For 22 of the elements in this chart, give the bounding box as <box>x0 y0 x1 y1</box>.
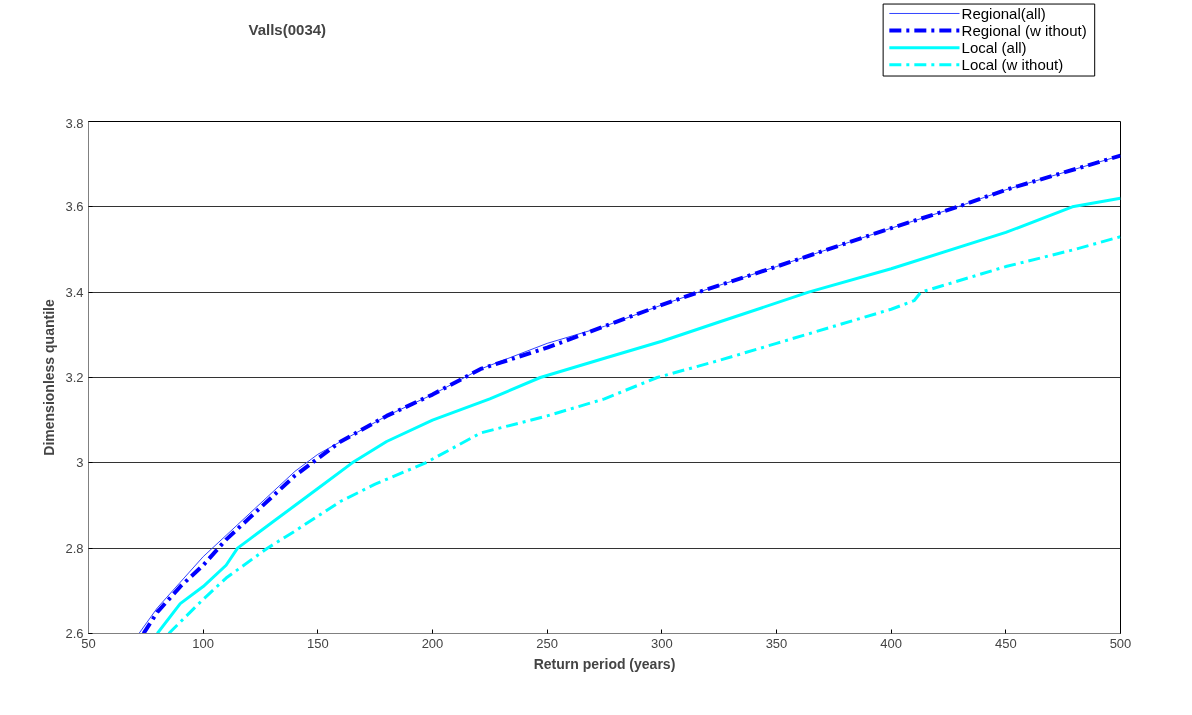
x-tick-label: 450 <box>994 635 1017 651</box>
legend-label: Regional (w ithout) <box>961 22 1087 40</box>
x-tick-label: 400 <box>880 635 903 651</box>
x-tick-label: 500 <box>1109 635 1132 651</box>
y-tick-label: 2.8 <box>65 540 84 556</box>
legend-label: Regional(all) <box>961 4 1046 22</box>
y-tick-label: 3.4 <box>65 284 84 300</box>
chart-title: Valls(0034) <box>248 21 327 38</box>
legend-label: Local (w ithout) <box>961 56 1064 74</box>
x-tick-label: 200 <box>421 635 444 651</box>
y-tick-label: 3.6 <box>65 199 84 215</box>
legend-label: Local (all) <box>961 39 1027 57</box>
x-tick-label: 250 <box>536 635 559 651</box>
x-tick-label: 150 <box>306 635 329 651</box>
x-axis-title: Return period (years) <box>533 655 676 672</box>
y-tick-label: 3 <box>76 455 84 471</box>
x-tick-label: 100 <box>192 635 215 651</box>
y-axis-title: Dimensionless quantile <box>41 299 58 456</box>
x-tick-label: 350 <box>765 635 788 651</box>
y-tick-label: 3.2 <box>65 370 84 385</box>
y-tick-label: 3.8 <box>65 115 84 131</box>
x-tick-label: 300 <box>650 635 673 651</box>
